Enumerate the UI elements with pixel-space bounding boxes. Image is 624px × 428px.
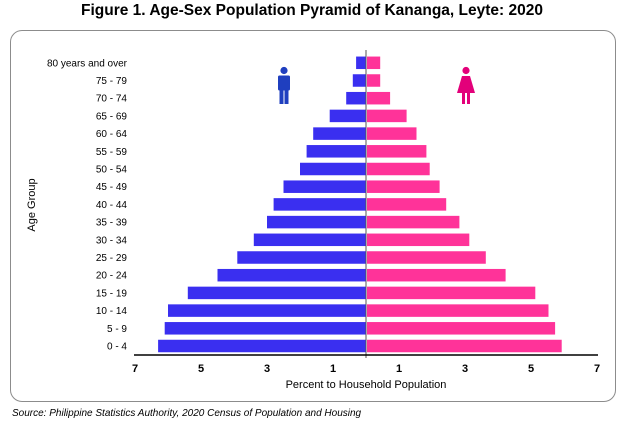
chart-title: Figure 1. Age-Sex Population Pyramid of …	[81, 2, 543, 19]
female-bar-20-24	[367, 268, 506, 282]
female-bar-60-64	[367, 127, 417, 140]
x-tick-label: 7	[132, 363, 138, 375]
female-person-icon	[457, 66, 475, 104]
y-tick-label: 80 years and over	[47, 58, 128, 69]
male-bar-45-49	[283, 180, 366, 193]
y-tick-label: 75 - 79	[96, 76, 128, 87]
x-tick-label: 3	[462, 363, 468, 375]
y-tick-label: 5 - 9	[107, 324, 127, 335]
female-bar-5-9	[367, 322, 556, 335]
male-bar-0-4	[158, 339, 366, 353]
female-bar-35-39	[367, 215, 460, 229]
y-tick-label: 15 - 19	[96, 288, 128, 299]
source-note: Source: Philippine Statistics Authority,…	[12, 408, 362, 419]
y-tick-label: 30 - 34	[96, 235, 128, 246]
y-tick-label: 50 - 54	[96, 165, 128, 176]
y-tick-label: 25 - 29	[96, 253, 128, 264]
male-bar-40-44	[273, 198, 366, 211]
male-bar-60-64	[313, 127, 366, 140]
male-bar-50-54	[300, 162, 366, 176]
y-tick-labels: 0 - 4 5 - 9 10 - 14 15 - 19 20 - 24 25 - 29 30…	[47, 58, 128, 352]
male-bar-25-29	[237, 251, 366, 264]
x-tick-label: 3	[264, 363, 270, 375]
female-bar-15-19	[367, 286, 536, 300]
male-bar-75-79	[352, 74, 366, 87]
y-tick-label: 60 - 64	[96, 129, 128, 140]
female-bar-50-54	[367, 162, 430, 176]
x-tick-label: 1	[396, 363, 402, 375]
female-bar-65-69	[367, 109, 407, 123]
female-bar-55-59	[367, 145, 427, 158]
male-bar-15-19	[187, 286, 366, 300]
y-tick-label: 45 - 49	[96, 182, 128, 193]
y-tick-label: 0 - 4	[107, 342, 127, 353]
y-tick-label: 10 - 14	[96, 306, 128, 317]
male-bar-70-74	[346, 91, 366, 105]
y-tick-label: 35 - 39	[96, 218, 128, 229]
female-bar-30-34	[367, 233, 470, 247]
x-tick-label: 5	[198, 363, 204, 375]
x-tick-label: 7	[594, 363, 600, 375]
y-tick-label: 55 - 59	[96, 147, 128, 158]
male-bar-20-24	[217, 268, 366, 282]
female-bar-25-29	[367, 251, 486, 264]
x-axis-title: Percent to Household Population	[286, 379, 447, 391]
male-bar-5-9	[164, 322, 366, 335]
y-tick-label: 65 - 69	[96, 111, 128, 122]
female-bar-10-14	[367, 304, 549, 317]
male-bar-65-69	[329, 109, 366, 123]
female-bar-75-79	[367, 74, 381, 87]
x-tick-label: 1	[330, 363, 336, 375]
y-tick-label: 70 - 74	[96, 94, 128, 105]
female-bar-45-49	[367, 180, 440, 193]
y-tick-label: 40 - 44	[96, 200, 128, 211]
male-person-icon	[278, 66, 290, 104]
bars-group	[158, 56, 562, 353]
y-axis-title: Age Group	[26, 178, 38, 231]
male-bar-30-34	[253, 233, 366, 247]
male-bar-80yearsandover	[356, 56, 366, 70]
female-bar-40-44	[367, 198, 447, 211]
male-bar-55-59	[306, 145, 366, 158]
female-bar-80yearsandover	[367, 56, 381, 70]
male-bar-10-14	[168, 304, 366, 317]
female-bar-0-4	[367, 339, 562, 353]
x-tick-labels: 7 5 3 1 1 3 5 7	[132, 363, 600, 375]
y-tick-label: 20 - 24	[96, 271, 128, 282]
male-bar-35-39	[267, 215, 366, 229]
x-tick-label: 5	[528, 363, 534, 375]
female-bar-70-74	[367, 91, 391, 105]
